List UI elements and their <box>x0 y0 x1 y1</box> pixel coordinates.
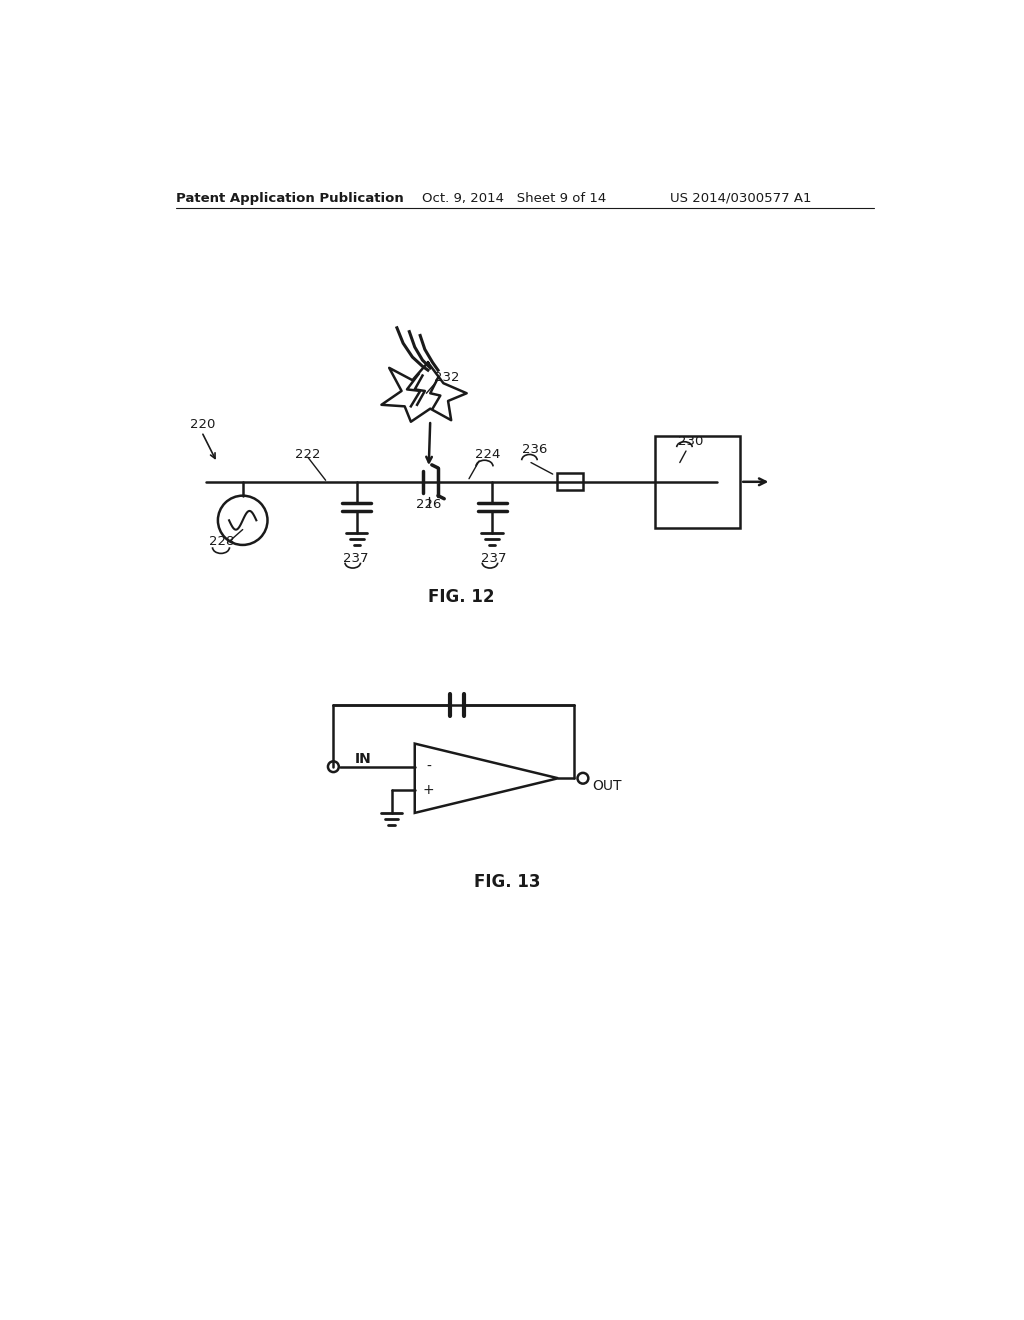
Text: 222: 222 <box>295 449 321 462</box>
Text: FIG. 12: FIG. 12 <box>428 589 495 606</box>
Text: -: - <box>426 760 431 774</box>
Text: Patent Application Publication: Patent Application Publication <box>176 191 403 205</box>
Text: +: + <box>423 783 434 797</box>
Bar <box>557 474 583 490</box>
Text: IN: IN <box>355 752 372 766</box>
Text: 228: 228 <box>209 536 234 548</box>
Text: OUT: OUT <box>592 779 622 793</box>
Text: 220: 220 <box>190 417 215 430</box>
Text: Oct. 9, 2014   Sheet 9 of 14: Oct. 9, 2014 Sheet 9 of 14 <box>423 191 607 205</box>
Text: 226: 226 <box>417 499 441 511</box>
Bar <box>655 436 740 528</box>
Text: 224: 224 <box>475 449 501 462</box>
Text: FIG. 13: FIG. 13 <box>474 874 541 891</box>
Text: 236: 236 <box>521 444 547 455</box>
Text: 237: 237 <box>343 552 369 565</box>
Text: 237: 237 <box>480 552 506 565</box>
Text: US 2014/0300577 A1: US 2014/0300577 A1 <box>671 191 812 205</box>
Text: 232: 232 <box>434 371 460 384</box>
Text: 230: 230 <box>678 436 703 449</box>
